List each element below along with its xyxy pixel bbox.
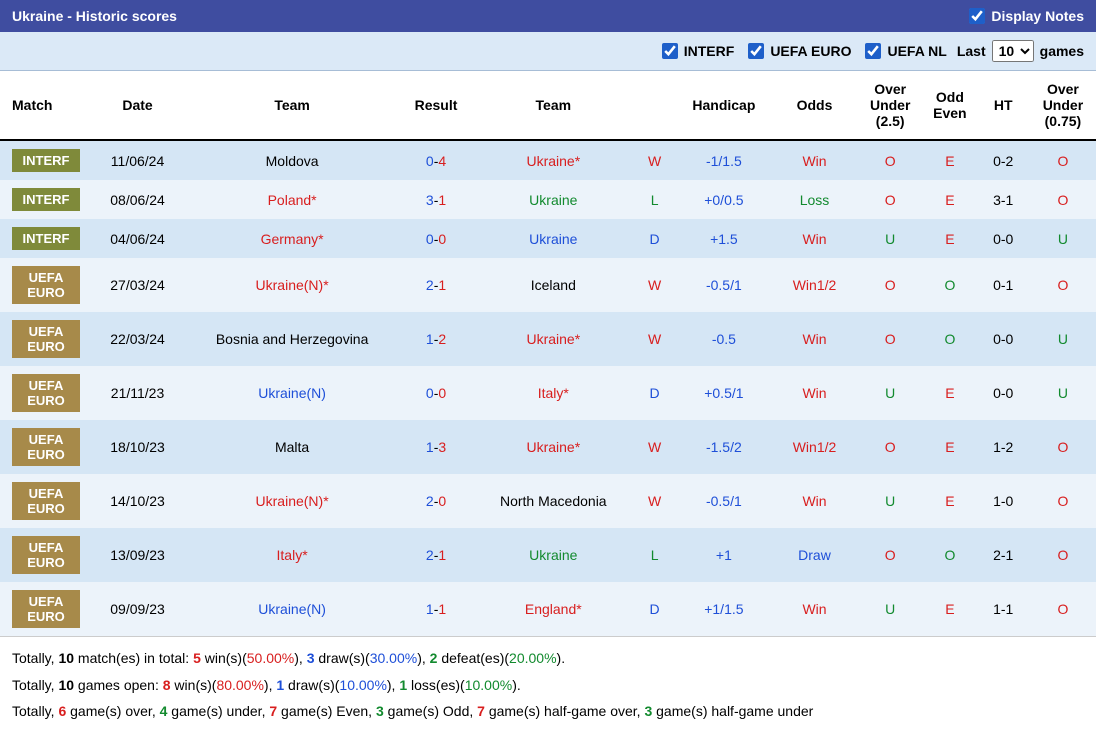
col-header: Result	[399, 71, 474, 140]
filter-label: UEFA NL	[887, 43, 946, 59]
col-header: Team	[473, 71, 633, 140]
table-row[interactable]: UEFAEURO22/03/24Bosnia and Herzegovina1-…	[0, 312, 1096, 366]
away-team[interactable]: Ukraine	[526, 331, 574, 347]
last-label-pre: Last	[957, 43, 986, 59]
home-team[interactable]: Bosnia and Herzegovina	[216, 331, 369, 347]
last-label-post: games	[1040, 43, 1084, 59]
away-team[interactable]: Iceland	[531, 277, 576, 293]
display-notes-toggle[interactable]: Display Notes	[969, 8, 1084, 24]
historic-scores-panel: Ukraine - Historic scores Display Notes …	[0, 0, 1096, 733]
home-team[interactable]: Ukraine(N)	[256, 277, 324, 293]
competition-badge: INTERF	[12, 149, 80, 172]
filter-bar: INTERF UEFA EURO UEFA NL Last 10 games	[0, 32, 1096, 71]
last-games-select[interactable]: 10	[992, 40, 1034, 62]
home-team[interactable]: Moldova	[266, 153, 319, 169]
away-team[interactable]: Ukraine	[526, 439, 574, 455]
competition-badge: UEFAEURO	[12, 590, 80, 628]
last-games-group: Last 10 games	[957, 40, 1084, 62]
away-team[interactable]: Ukraine	[529, 231, 577, 247]
competition-badge: INTERF	[12, 227, 80, 250]
table-row[interactable]: UEFAEURO14/10/23Ukraine(N)*2-0North Mace…	[0, 474, 1096, 528]
summary-line-3: Totally, 6 game(s) over, 4 game(s) under…	[12, 698, 1084, 725]
away-team[interactable]: Italy	[538, 385, 564, 401]
competition-badge: UEFAEURO	[12, 320, 80, 358]
col-header: Odd Even	[923, 71, 976, 140]
filter-checkbox[interactable]	[662, 43, 678, 59]
home-team[interactable]: Ukraine(N)	[258, 385, 326, 401]
panel-header: Ukraine - Historic scores Display Notes	[0, 0, 1096, 32]
away-team[interactable]: Ukraine	[529, 547, 577, 563]
competition-badge: INTERF	[12, 188, 80, 211]
filter-checkbox[interactable]	[748, 43, 764, 59]
filter-uefa-euro[interactable]: UEFA EURO	[748, 43, 851, 59]
col-header: Over Under (0.75)	[1030, 71, 1096, 140]
table-row[interactable]: UEFAEURO21/11/23Ukraine(N)0-0Italy*D+0.5…	[0, 366, 1096, 420]
table-row[interactable]: UEFAEURO27/03/24Ukraine(N)*2-1IcelandW-0…	[0, 258, 1096, 312]
filter-label: INTERF	[684, 43, 735, 59]
col-header: Odds	[772, 71, 857, 140]
table-row[interactable]: UEFAEURO13/09/23Italy*2-1UkraineL+1DrawO…	[0, 528, 1096, 582]
home-team[interactable]: Malta	[275, 439, 309, 455]
home-team[interactable]: Italy	[277, 547, 303, 563]
summary-line-1: Totally, 10 match(es) in total: 5 win(s)…	[12, 645, 1084, 672]
filter-interf[interactable]: INTERF	[662, 43, 735, 59]
home-team[interactable]: Germany	[261, 231, 319, 247]
col-header: HT	[977, 71, 1030, 140]
display-notes-label: Display Notes	[991, 8, 1084, 24]
away-team[interactable]: Ukraine	[526, 153, 574, 169]
filter-checkbox[interactable]	[865, 43, 881, 59]
display-notes-checkbox[interactable]	[969, 8, 985, 24]
scores-table: MatchDateTeamResultTeamHandicapOddsOver …	[0, 71, 1096, 636]
filter-uefa-nl[interactable]: UEFA NL	[865, 43, 946, 59]
home-team[interactable]: Poland	[268, 192, 312, 208]
competition-badge: UEFAEURO	[12, 374, 80, 412]
summary-line-2: Totally, 10 games open: 8 win(s)(80.00%)…	[12, 672, 1084, 699]
away-team[interactable]: North Macedonia	[500, 493, 607, 509]
away-team[interactable]: England	[525, 601, 576, 617]
home-team[interactable]: Ukraine(N)	[256, 493, 324, 509]
competition-badge: UEFAEURO	[12, 266, 80, 304]
col-header	[633, 71, 676, 140]
table-row[interactable]: INTERF11/06/24Moldova0-4Ukraine*W-1/1.5W…	[0, 140, 1096, 180]
col-header: Team	[186, 71, 399, 140]
filter-label: UEFA EURO	[770, 43, 851, 59]
away-team[interactable]: Ukraine	[529, 192, 577, 208]
table-row[interactable]: INTERF04/06/24Germany*0-0UkraineD+1.5Win…	[0, 219, 1096, 258]
table-row[interactable]: UEFAEURO18/10/23Malta1-3Ukraine*W-1.5/2W…	[0, 420, 1096, 474]
table-row[interactable]: INTERF08/06/24Poland*3-1UkraineL+0/0.5Lo…	[0, 180, 1096, 219]
panel-title: Ukraine - Historic scores	[12, 8, 177, 24]
table-header-row: MatchDateTeamResultTeamHandicapOddsOver …	[0, 71, 1096, 140]
home-team[interactable]: Ukraine(N)	[258, 601, 326, 617]
competition-badge: UEFAEURO	[12, 536, 80, 574]
table-row[interactable]: UEFAEURO09/09/23Ukraine(N)1-1England*D+1…	[0, 582, 1096, 636]
col-header: Match	[0, 71, 90, 140]
col-header: Date	[90, 71, 186, 140]
col-header: Handicap	[676, 71, 772, 140]
summary-block: Totally, 10 match(es) in total: 5 win(s)…	[0, 636, 1096, 733]
col-header: Over Under (2.5)	[857, 71, 923, 140]
competition-badge: UEFAEURO	[12, 428, 80, 466]
competition-badge: UEFAEURO	[12, 482, 80, 520]
